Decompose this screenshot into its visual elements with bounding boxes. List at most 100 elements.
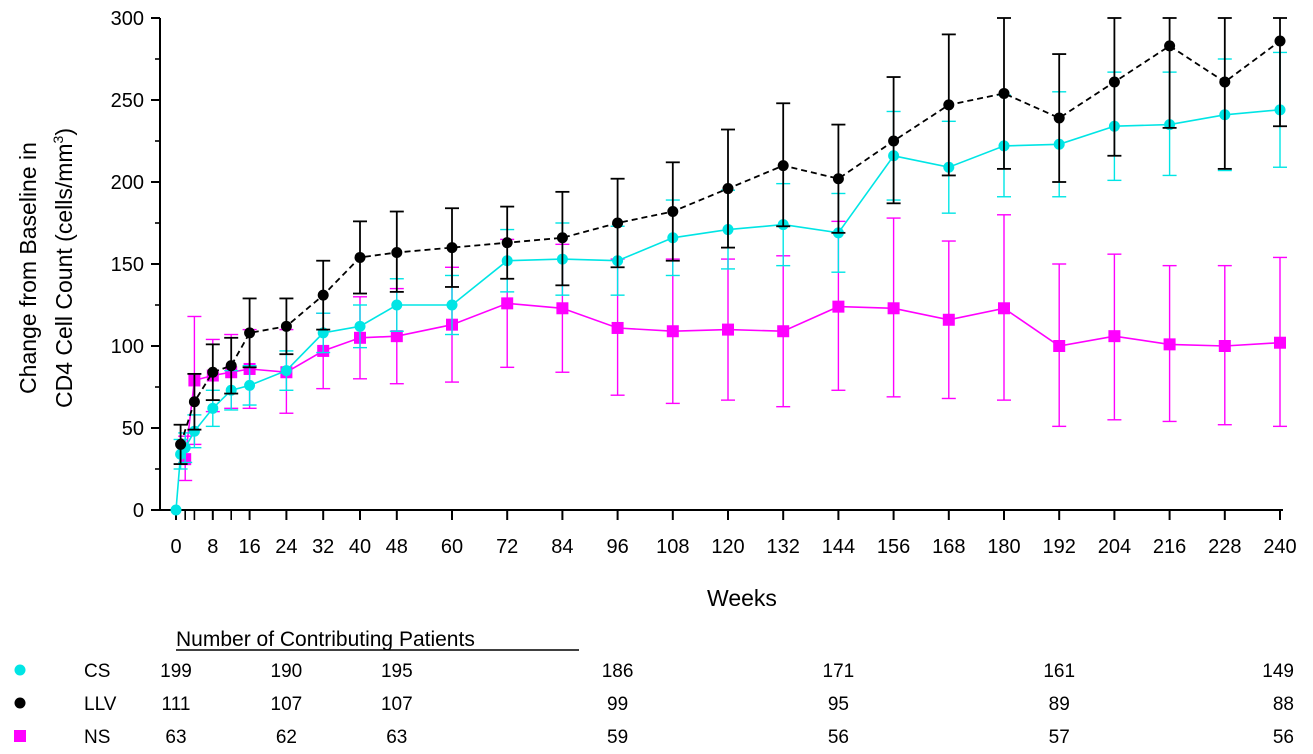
data-point-ns (1108, 330, 1121, 343)
series-llv (173, 17, 1287, 465)
y-axis-title-close: ) (51, 128, 77, 136)
data-point-ns (501, 297, 514, 310)
x-tick-label: 0 (170, 536, 181, 558)
data-point-llv (943, 99, 955, 111)
patient-table-rows: CS 199 190 195 186 171 161 149 LLV 111 107 107 99 95 8… (14, 661, 1294, 748)
data-point-llv (391, 247, 403, 259)
patient-row-label: CS (84, 661, 110, 682)
data-point-ns (998, 302, 1010, 315)
patient-count: 63 (386, 727, 407, 748)
patient-count: 111 (162, 694, 191, 715)
data-point-ns (1274, 336, 1286, 349)
patient-row-label: NS (84, 727, 110, 748)
x-tick-label: 48 (386, 536, 408, 558)
data-point-ns (1053, 340, 1066, 352)
y-tick-label: 300 (111, 8, 144, 30)
x-tick-label: 24 (275, 536, 297, 558)
y-tick-label: 200 (111, 172, 144, 194)
data-point-ns (942, 313, 955, 326)
data-point-llv (888, 135, 900, 147)
x-tick-label: 240 (1263, 536, 1296, 558)
series-ns (178, 214, 1287, 482)
data-point-cs (446, 299, 458, 311)
patient-count: 57 (1049, 727, 1070, 748)
x-tick-label: 32 (312, 536, 334, 558)
patient-count: 59 (607, 727, 628, 748)
y-tick-label: 50 (122, 418, 144, 440)
data-point-llv (667, 206, 679, 218)
patient-row-ns: NS 63 62 63 59 56 57 56 (14, 727, 1294, 748)
x-tick-label: 84 (551, 536, 573, 558)
data-point-llv (1219, 76, 1231, 88)
x-tick-label: 132 (767, 536, 800, 558)
data-point-ns (390, 330, 403, 343)
patient-count: 95 (828, 694, 849, 715)
x-tick-label: 228 (1208, 536, 1241, 558)
data-point-llv (244, 327, 256, 339)
patient-count: 62 (276, 727, 297, 748)
x-tick-label: 60 (441, 536, 463, 558)
data-point-ns (1163, 338, 1176, 351)
data-point-cs (280, 365, 292, 377)
data-point-ns (777, 325, 790, 338)
y-ticks: 0 50 100 150 200 250 300 (111, 8, 160, 522)
data-point-ns (1218, 340, 1231, 352)
y-tick-label: 100 (111, 336, 144, 358)
patient-count: 186 (602, 661, 634, 682)
patient-count: 190 (271, 661, 303, 682)
data-point-llv (777, 160, 789, 172)
data-point-llv (612, 217, 624, 229)
data-point-cs (391, 299, 403, 311)
x-tick-label: 16 (238, 536, 260, 558)
y-axis-title-line2: CD4 Cell Count (cells/mm3) (50, 128, 77, 408)
data-point-cs (170, 504, 182, 516)
x-tick-label: 144 (822, 536, 855, 558)
patient-count: 161 (1043, 661, 1075, 682)
series-cs (170, 51, 1287, 516)
y-axis-title: Change from Baseline in CD4 Cell Count (… (15, 128, 77, 408)
patient-count: 199 (160, 661, 192, 682)
x-tick-label: 96 (606, 536, 628, 558)
x-tick-label: 8 (207, 536, 218, 558)
data-point-llv (188, 396, 200, 408)
data-point-ns (556, 302, 569, 315)
x-tick-label: 204 (1098, 536, 1131, 558)
patient-count: 107 (381, 694, 413, 715)
patient-count: 107 (271, 694, 303, 715)
x-tick-label: 72 (496, 536, 518, 558)
data-point-llv (207, 366, 219, 378)
data-point-ns (666, 325, 679, 338)
patient-table-title: Number of Contributing Patients (176, 628, 475, 651)
data-point-cs (354, 320, 366, 332)
y-tick-label: 0 (133, 500, 144, 522)
patient-row-cs: CS 199 190 195 186 171 161 149 (14, 661, 1294, 682)
data-point-llv (354, 251, 366, 263)
data-point-ns (887, 302, 900, 315)
data-point-ns (611, 321, 624, 334)
series-layer (170, 17, 1287, 516)
data-point-llv (317, 289, 329, 301)
patient-row-label: LLV (84, 694, 117, 715)
data-point-llv (1108, 76, 1120, 88)
patient-count: 56 (828, 727, 849, 748)
x-tick-label: 120 (711, 536, 744, 558)
x-tick-label: 168 (932, 536, 965, 558)
patient-count: 149 (1262, 661, 1294, 682)
x-tick-label: 216 (1153, 536, 1186, 558)
patient-count: 89 (1049, 694, 1070, 715)
y-tick-label: 150 (111, 254, 144, 276)
x-tick-label: 156 (877, 536, 910, 558)
data-point-cs (207, 402, 219, 414)
patient-count: 195 (381, 661, 413, 682)
patient-row-llv: LLV 111 107 107 99 95 89 88 (14, 694, 1294, 715)
legend-marker-ns (14, 730, 26, 742)
patient-count: 171 (823, 661, 855, 682)
data-point-ns (832, 300, 845, 313)
data-point-ns (722, 323, 734, 336)
y-axis-title-superscript: 3 (50, 135, 66, 143)
patient-count: 88 (1273, 694, 1294, 715)
data-point-llv (446, 242, 458, 254)
legend-marker-llv (14, 697, 26, 709)
patient-count: 56 (1273, 727, 1294, 748)
